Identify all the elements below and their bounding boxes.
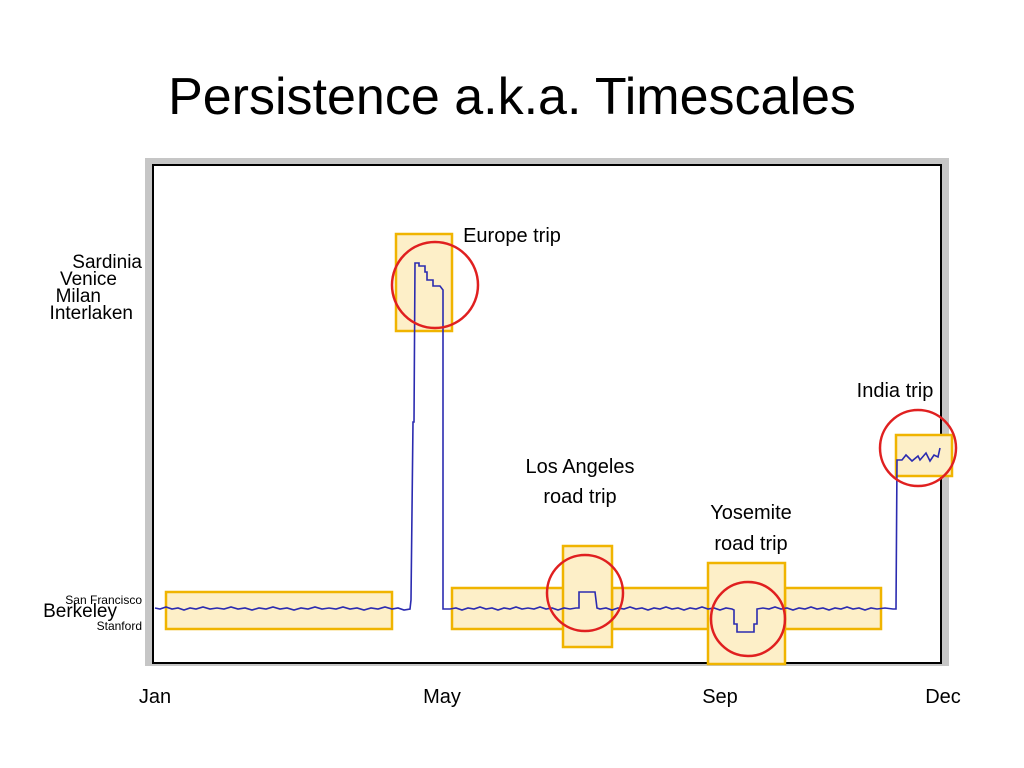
annotation-india-trip: India trip (857, 380, 934, 402)
location-trace (154, 262, 941, 633)
y-axis-labels: Sardinia Venice Milan Interlaken San Fra… (43, 252, 142, 633)
y-label-sardinia: Sardinia (72, 252, 142, 273)
circle-los-angeles (545, 553, 625, 633)
annotation-los-angeles: Los Angeles road trip (526, 456, 635, 508)
x-tick-dec: Dec (925, 686, 961, 708)
box-jan-apr (164, 590, 394, 631)
y-label-san-francisco: San Francisco (65, 593, 142, 607)
y-label-milan: Milan (56, 286, 101, 307)
annotation-line: Yosemite (710, 502, 792, 524)
x-tick-jan: Jan (139, 686, 171, 708)
y-label-berkeley: Berkeley (43, 601, 117, 622)
annotation-line: Los Angeles (526, 456, 635, 478)
plot-area (152, 164, 942, 664)
x-tick-may: May (423, 686, 461, 708)
y-label-stanford: Stanford (97, 619, 142, 633)
annotation-yosemite: Yosemite road trip (710, 502, 792, 555)
slide-title: Persistence a.k.a. Timescales (168, 68, 856, 126)
annotation-europe-trip: Europe trip (463, 225, 561, 247)
x-axis-labels: Jan May Sep Dec (139, 686, 961, 708)
circle-yosemite (709, 580, 787, 658)
box-yosemite (706, 561, 787, 666)
annotation-line: road trip (543, 486, 616, 508)
highlight-circles (390, 240, 958, 658)
y-label-venice: Venice (60, 269, 117, 290)
circle-india (878, 408, 958, 488)
y-label-interlaken: Interlaken (50, 303, 133, 324)
x-tick-sep: Sep (702, 686, 738, 708)
circle-europe (390, 240, 480, 330)
annotations: Europe trip India trip Los Angeles road t… (463, 225, 933, 555)
annotation-line: road trip (714, 533, 787, 555)
